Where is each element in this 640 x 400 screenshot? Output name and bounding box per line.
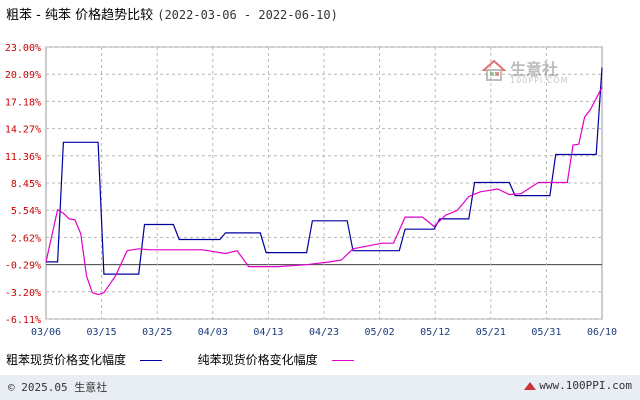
x-tick-label: 04/03	[198, 327, 228, 338]
series-line-crude-benzene	[46, 67, 603, 275]
legend-label-crude-benzene: 粗苯现货价格变化幅度	[6, 353, 127, 367]
legend-item-pure-benzene: 纯苯现货价格变化幅度	[198, 351, 354, 368]
y-tick-label: 20.09%	[5, 70, 41, 81]
y-tick-label: 2.62%	[11, 233, 41, 244]
x-tick-label: 03/15	[87, 327, 117, 338]
title-text: 粗苯 - 纯苯 价格趋势比较	[6, 8, 154, 23]
legend-swatch-crude-benzene	[139, 360, 162, 361]
house-logo-icon	[481, 59, 507, 81]
y-tick-label: -0.29%	[5, 261, 41, 272]
x-tick-label: 05/31	[531, 327, 561, 338]
date-range: (2022-03-06 - 2022-06-10)	[157, 8, 338, 22]
x-tick-label: 05/12	[420, 327, 450, 338]
watermark-site: 100PPI.COM	[510, 76, 569, 85]
y-tick-label: 8.45%	[11, 179, 41, 190]
x-tick-label: 05/02	[365, 327, 395, 338]
watermark-logo: 生意社 100PPI.COM	[480, 56, 580, 94]
y-tick-label: 23.00%	[5, 43, 41, 54]
watermark-name: 生意社	[510, 60, 559, 79]
x-tick-label: 06/10	[587, 327, 617, 338]
x-tick-label: 03/25	[142, 327, 172, 338]
footer-site[interactable]: www.100PPI.com	[524, 379, 632, 392]
x-tick-label: 03/06	[31, 327, 61, 338]
site-logo-icon	[524, 382, 537, 390]
y-tick-label: 17.18%	[5, 97, 41, 108]
x-tick-label: 05/21	[476, 327, 506, 338]
legend-swatch-pure-benzene	[331, 360, 354, 361]
legend-label-pure-benzene: 纯苯现货价格变化幅度	[197, 353, 318, 367]
y-tick-label: 5.54%	[11, 206, 41, 217]
footer-bar: © 2025.05 生意社 www.100PPI.com	[0, 375, 640, 400]
series-line-pure-benzene	[45, 86, 603, 296]
chart-title: 粗苯 - 纯苯 价格趋势比较 (2022-03-06 - 2022-06-10)	[6, 4, 338, 23]
chart-legend: 粗苯现货价格变化幅度 纯苯现货价格变化幅度	[6, 351, 386, 368]
legend-item-crude-benzene: 粗苯现货价格变化幅度	[6, 351, 162, 368]
y-tick-label: 14.27%	[5, 125, 41, 136]
y-tick-label: -6.11%	[5, 315, 41, 326]
footer-copyright: © 2025.05 生意社	[8, 381, 108, 394]
x-tick-label: 04/13	[253, 327, 283, 338]
y-tick-label: 11.36%	[5, 152, 41, 163]
y-tick-label: -3.20%	[5, 288, 41, 299]
x-tick-label: 04/23	[309, 327, 339, 338]
footer-site-link[interactable]: www.100PPI.com	[539, 379, 632, 392]
